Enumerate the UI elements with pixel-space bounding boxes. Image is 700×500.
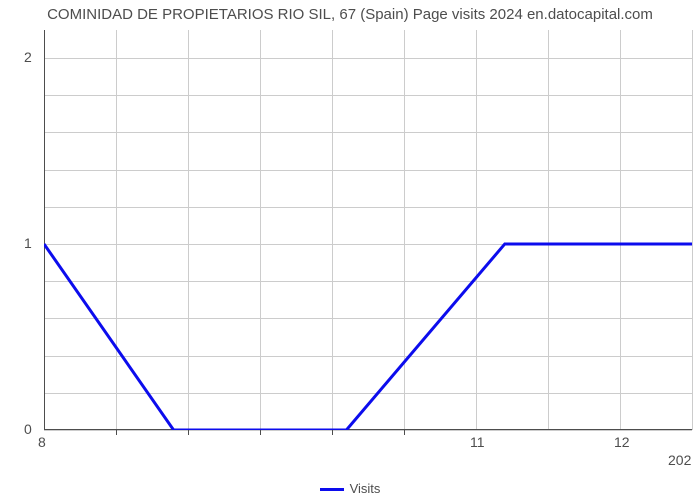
gridline-vertical <box>692 30 693 430</box>
visits-line <box>44 30 692 430</box>
legend: Visits <box>0 481 700 496</box>
chart-title: COMINIDAD DE PROPIETARIOS RIO SIL, 67 (S… <box>0 6 700 23</box>
x-minor-tick <box>260 430 261 435</box>
legend-label: Visits <box>350 481 381 496</box>
x-sublabel: 202 <box>668 452 691 468</box>
y-tick-label: 0 <box>24 421 32 437</box>
x-tick-label: 11 <box>470 434 485 450</box>
x-minor-tick <box>116 430 117 435</box>
x-minor-tick <box>332 430 333 435</box>
x-minor-tick <box>188 430 189 435</box>
plot-area <box>44 30 692 430</box>
x-minor-tick <box>404 430 405 435</box>
x-tick-label: 12 <box>614 434 630 450</box>
y-tick-label: 2 <box>24 49 32 65</box>
y-tick-label: 1 <box>24 235 32 251</box>
x-tick-label: 8 <box>38 434 46 450</box>
chart-container: COMINIDAD DE PROPIETARIOS RIO SIL, 67 (S… <box>0 0 700 500</box>
legend-swatch <box>320 488 344 491</box>
gridline-horizontal <box>44 430 692 431</box>
